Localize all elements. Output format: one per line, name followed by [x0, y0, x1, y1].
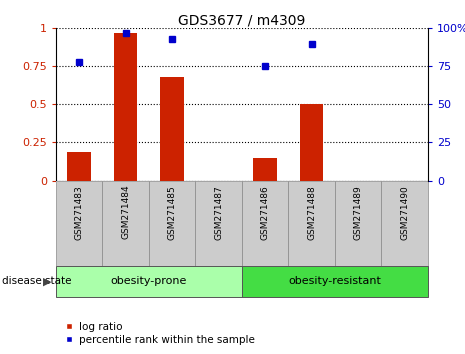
Bar: [102, 181, 149, 266]
Bar: [195, 181, 242, 266]
Legend: log ratio, percentile rank within the sample: log ratio, percentile rank within the sa…: [61, 317, 259, 349]
Text: disease state: disease state: [2, 276, 72, 286]
Text: GSM271483: GSM271483: [74, 185, 84, 240]
Text: GSM271490: GSM271490: [400, 185, 409, 240]
Text: GSM271486: GSM271486: [260, 185, 270, 240]
Bar: [149, 181, 195, 266]
Title: GDS3677 / m4309: GDS3677 / m4309: [178, 13, 306, 27]
Text: obesity-resistant: obesity-resistant: [288, 276, 381, 286]
Text: GSM271489: GSM271489: [353, 185, 363, 240]
Text: GSM271484: GSM271484: [121, 185, 130, 239]
Bar: [56, 266, 242, 297]
Bar: [242, 181, 288, 266]
Bar: [67, 152, 91, 181]
Text: GSM271485: GSM271485: [167, 185, 177, 240]
Bar: [300, 104, 323, 181]
Text: GSM271488: GSM271488: [307, 185, 316, 240]
Bar: [56, 181, 102, 266]
Text: ▶: ▶: [43, 276, 51, 286]
Bar: [288, 181, 335, 266]
Bar: [381, 181, 428, 266]
Text: obesity-prone: obesity-prone: [111, 276, 187, 286]
Bar: [160, 77, 184, 181]
Bar: [242, 266, 428, 297]
Text: GSM271487: GSM271487: [214, 185, 223, 240]
Bar: [253, 158, 277, 181]
Bar: [114, 33, 137, 181]
Bar: [335, 181, 381, 266]
